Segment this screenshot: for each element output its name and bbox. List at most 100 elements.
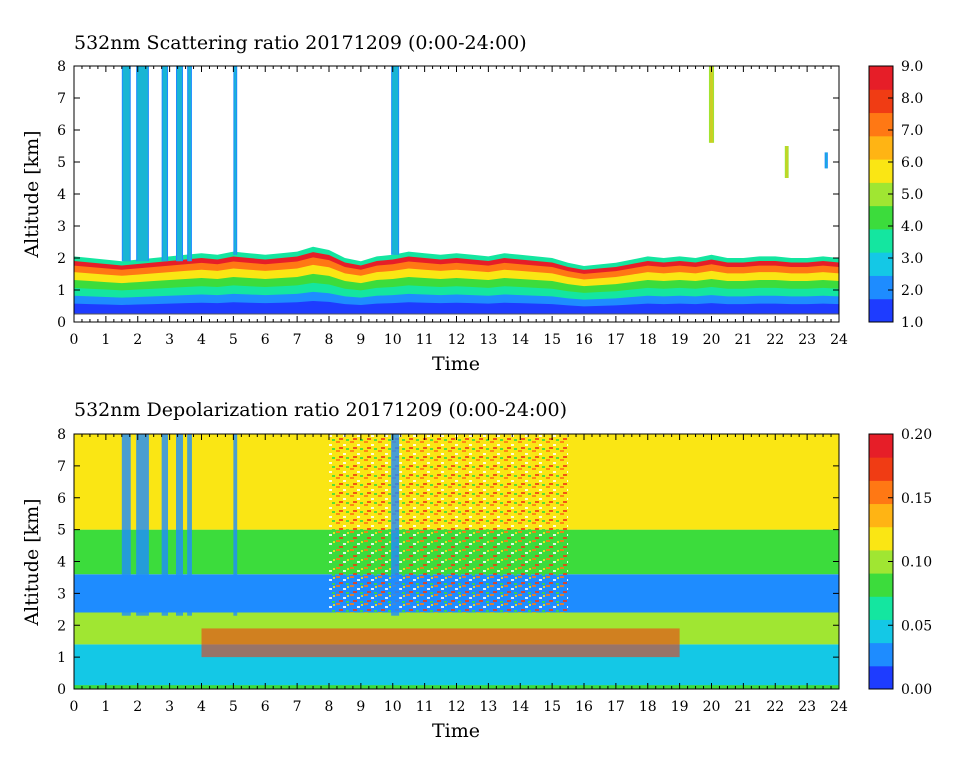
y-tick-label: 6 xyxy=(57,123,66,139)
x-tick-label: 4 xyxy=(197,332,206,348)
y-tick-label: 8 xyxy=(57,427,66,443)
colorbar-tick-label: 5.0 xyxy=(901,187,923,203)
colorbar-tick-label: 1.0 xyxy=(901,315,923,331)
colorbar-tick-label: 3.0 xyxy=(901,251,923,267)
y-tick-label: 0 xyxy=(57,682,66,698)
cloud-column xyxy=(391,66,400,255)
y-tick-label: 5 xyxy=(57,155,66,171)
y-tick-label: 7 xyxy=(57,91,66,107)
cloud-column xyxy=(824,152,828,169)
colorbar-swatch xyxy=(869,298,893,323)
y-tick-label: 0 xyxy=(57,315,66,331)
x-tick-label: 22 xyxy=(766,699,784,715)
colorbar-swatch xyxy=(869,596,893,620)
x-tick-label: 18 xyxy=(639,699,657,715)
colorbar-tick-label: 0.15 xyxy=(901,491,932,507)
y-tick-label: 1 xyxy=(57,283,66,299)
x-tick-label: 5 xyxy=(229,699,238,715)
cloud-column xyxy=(176,434,184,616)
colorbar-swatch xyxy=(869,66,893,90)
colorbar-tick-label: 0.00 xyxy=(901,682,932,698)
colorbar-swatch xyxy=(869,549,893,574)
y-tick-label: 7 xyxy=(57,459,66,475)
x-tick-label: 2 xyxy=(133,699,142,715)
y-tick-label: 1 xyxy=(57,650,66,666)
cloud-core xyxy=(122,66,130,262)
x-tick-label: 23 xyxy=(798,332,816,348)
colorbar-swatch xyxy=(869,503,893,528)
cloud-column xyxy=(161,434,169,616)
y-axis-label: Altitude [km] xyxy=(21,130,43,258)
colorbar-swatch xyxy=(869,89,893,114)
x-tick-label: 11 xyxy=(416,699,434,715)
cloud-core xyxy=(188,66,191,262)
y-tick-label: 3 xyxy=(57,586,66,602)
x-tick-label: 3 xyxy=(165,332,174,348)
noise-region xyxy=(329,434,569,613)
colorbar-swatch xyxy=(869,526,893,551)
colorbar-tick-label: 7.0 xyxy=(901,123,923,139)
cloud-column xyxy=(187,66,192,262)
cloud-column xyxy=(391,434,400,616)
x-tick-label: 12 xyxy=(448,699,466,715)
x-tick-label: 19 xyxy=(671,332,689,348)
x-tick-label: 17 xyxy=(607,332,625,348)
y-axis: 0 1 2 3 4 5 6 7 8 xyxy=(57,427,839,698)
x-tick-label: 6 xyxy=(261,332,270,348)
cloud-column xyxy=(136,434,149,616)
colorbar-tick-label: 0.05 xyxy=(901,618,932,634)
x-tick-label: 15 xyxy=(543,332,561,348)
x-tick-label: 0 xyxy=(70,332,79,348)
colorbar-tick-label: 6.0 xyxy=(901,155,923,171)
x-tick-label: 18 xyxy=(639,332,657,348)
y-tick-label: 4 xyxy=(57,555,66,571)
cloud-column xyxy=(176,66,184,262)
colorbar-swatch xyxy=(869,228,893,253)
colorbar: 1.0 2.0 3.0 4.0 5.0 6.0 7.0 8.0 9.0 xyxy=(868,59,923,331)
x-tick-label: 12 xyxy=(448,332,466,348)
x-tick-label: 15 xyxy=(543,699,561,715)
x-axis: 0 1 2 3 4 5 6 7 8 9 10 11 12 13 14 15 16 17 18 19 20 21 22 23 24 xyxy=(70,66,848,348)
cloud-column xyxy=(161,66,169,262)
cloud-column xyxy=(233,66,238,255)
colorbar-tick-label: 4.0 xyxy=(901,219,923,235)
x-tick-label: 1 xyxy=(101,332,110,348)
y-tick-label: 4 xyxy=(57,187,66,203)
cloud-column xyxy=(233,434,238,616)
x-tick-label: 13 xyxy=(479,332,497,348)
x-tick-label: 5 xyxy=(229,332,238,348)
colorbar-tick-label: 9.0 xyxy=(901,59,923,75)
colorbar-swatch xyxy=(869,205,893,230)
x-tick-label: 14 xyxy=(511,332,529,348)
x-tick-label: 1 xyxy=(101,699,110,715)
colorbar-tick-label: 0.20 xyxy=(901,427,932,443)
cloud-column xyxy=(784,146,789,178)
x-tick-label: 9 xyxy=(356,332,365,348)
x-tick-label: 22 xyxy=(766,332,784,348)
scattering-ratio-panel: 532nm Scattering ratio 20171209 (0:00-24… xyxy=(21,32,923,375)
y-tick-label: 2 xyxy=(57,251,66,267)
colorbar: 0.00 0.05 0.10 0.15 0.20 xyxy=(868,427,932,698)
x-tick-label: 13 xyxy=(479,699,497,715)
cloud-core xyxy=(177,66,183,262)
colorbar-swatch xyxy=(869,275,893,300)
x-tick-label: 7 xyxy=(293,699,302,715)
depolarization-ratio-panel: 532nm Depolarization ratio 20171209 (0:0… xyxy=(21,399,932,742)
colorbar-swatch xyxy=(869,112,893,137)
x-tick-label: 16 xyxy=(575,699,593,715)
cloud-column xyxy=(121,434,131,616)
colorbar-swatch xyxy=(869,457,893,481)
colorbar-swatch xyxy=(869,182,893,207)
y-tick-label: 5 xyxy=(57,523,66,539)
colorbar-swatch xyxy=(869,665,893,690)
y-axis-label: Altitude [km] xyxy=(21,498,43,626)
chart-title: 532nm Depolarization ratio 20171209 (0:0… xyxy=(74,399,567,421)
x-tick-label: 0 xyxy=(70,699,79,715)
x-axis-label: Time xyxy=(432,720,480,742)
colorbar-tick-label: 0.10 xyxy=(901,555,932,571)
x-tick-label: 24 xyxy=(830,332,848,348)
y-tick-label: 3 xyxy=(57,219,66,235)
cloud-core xyxy=(162,66,168,262)
x-tick-label: 21 xyxy=(734,332,752,348)
